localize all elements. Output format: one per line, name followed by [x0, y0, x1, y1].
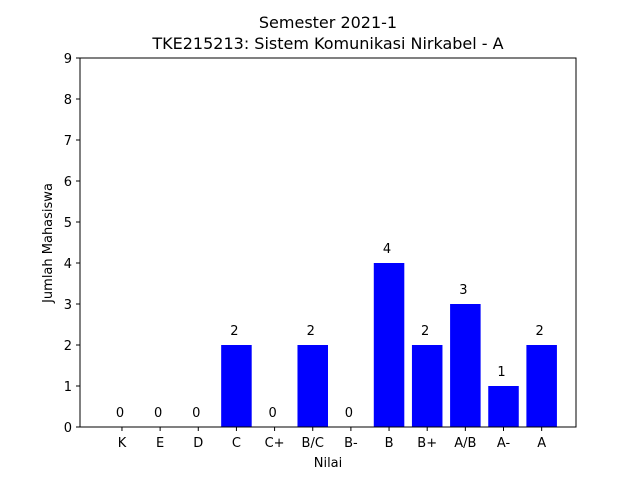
bar-A- [488, 386, 519, 427]
y-axis: 0 1 2 3 4 5 6 7 8 9 [64, 52, 80, 436]
chart-subtitle: TKE215213: Sistem Komunikasi Nirkabel - … [151, 34, 503, 53]
data-label-B-: 0 [345, 406, 353, 421]
x-tick-label-B: B [385, 436, 394, 451]
bar-B/C [297, 345, 328, 427]
data-label-B+: 2 [421, 324, 429, 339]
bar-A/B [450, 304, 481, 427]
data-label-B: 4 [383, 242, 391, 257]
y-tick-label-0: 0 [64, 421, 72, 436]
chart-title: Semester 2021-1 [259, 13, 397, 32]
y-tick-label-2: 2 [64, 339, 72, 354]
y-tick-label-5: 5 [64, 216, 72, 231]
y-tick-label-1: 1 [64, 380, 72, 395]
x-tick-label-A-: A- [497, 436, 511, 451]
y-tick-label-8: 8 [64, 93, 72, 108]
x-axis-label: Nilai [314, 456, 343, 471]
data-labels-group: 0 0 0 2 0 2 0 4 2 3 1 2 [116, 242, 544, 421]
data-label-A/B: 3 [459, 283, 467, 298]
x-tick-label-D: D [193, 436, 203, 451]
x-axis: K E D C C+ B/C B- B B+ A/B A- A [118, 427, 546, 451]
data-label-A: 2 [536, 324, 544, 339]
bar-B+ [411, 345, 443, 427]
y-tick-label-4: 4 [64, 257, 72, 272]
x-tick-label-B/C: B/C [302, 436, 324, 451]
y-tick-label-3: 3 [64, 298, 72, 313]
bar-B [373, 263, 405, 427]
bars-group [221, 263, 557, 427]
plot-area-frame [79, 57, 577, 428]
y-axis-label: Jumlah Mahasiswa [41, 183, 56, 304]
x-tick-label-A/B: A/B [454, 436, 476, 451]
x-tick-label-C: C [232, 436, 241, 451]
x-tick-label-A: A [537, 436, 546, 451]
y-tick-label-7: 7 [64, 134, 72, 149]
data-label-B/C: 2 [307, 324, 315, 339]
y-tick-label-9: 9 [64, 52, 72, 67]
data-label-K: 0 [116, 406, 124, 421]
bar-A [526, 345, 557, 427]
y-tick-label-6: 6 [64, 175, 72, 190]
data-label-D: 0 [192, 406, 200, 421]
x-tick-label-K: K [118, 436, 127, 451]
x-tick-label-E: E [156, 436, 164, 451]
data-label-A-: 1 [497, 365, 505, 380]
bar-C [221, 345, 252, 427]
data-label-E: 0 [154, 406, 162, 421]
data-label-C+: 0 [268, 406, 276, 421]
x-tick-label-C+: C+ [265, 436, 285, 451]
x-tick-label-B-: B- [344, 436, 358, 451]
data-label-C: 2 [230, 324, 238, 339]
x-tick-label-B+: B+ [417, 436, 437, 451]
